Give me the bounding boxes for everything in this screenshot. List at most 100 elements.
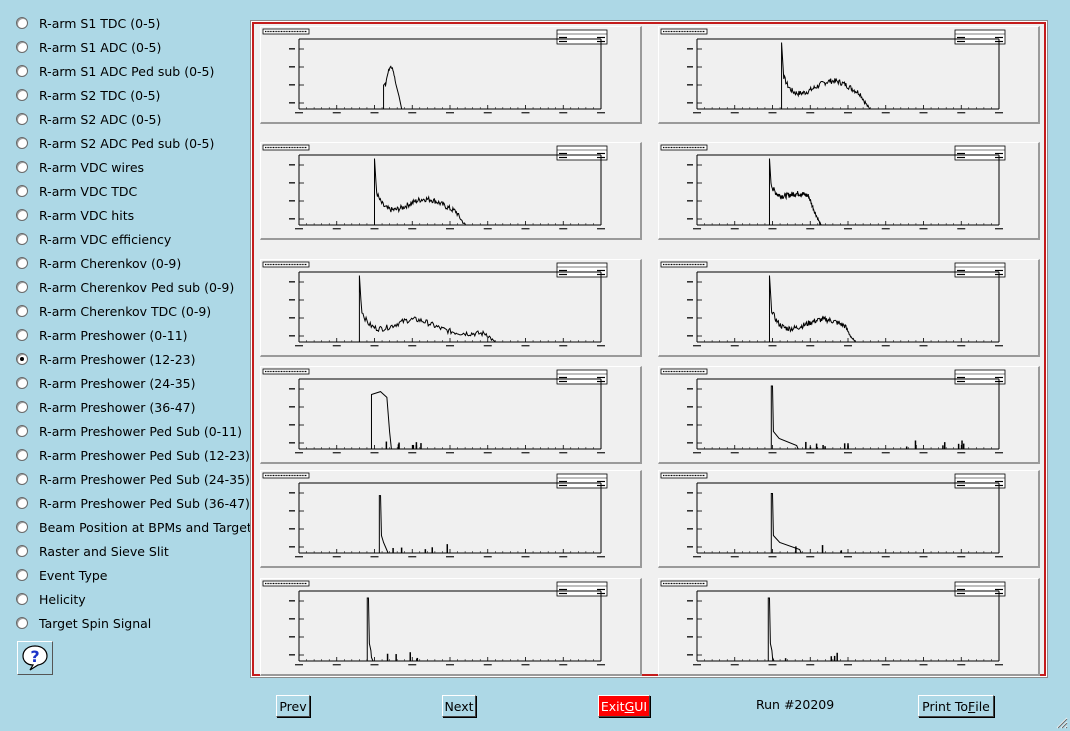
next-button[interactable]: Next: [442, 695, 476, 717]
radio-option[interactable]: Raster and Sieve Slit: [16, 540, 169, 562]
radio-option[interactable]: R-arm S2 TDC (0-5): [16, 84, 160, 106]
histogram-plot: [262, 261, 608, 347]
exit-gui-button[interactable]: Exit G UI: [598, 695, 650, 717]
histogram-pad[interactable]: [260, 470, 642, 568]
radio-button[interactable]: [16, 41, 28, 53]
radio-option[interactable]: R-arm S2 ADC (0-5): [16, 108, 161, 130]
radio-button[interactable]: [16, 137, 28, 149]
radio-button[interactable]: [16, 305, 28, 317]
radio-button[interactable]: [16, 209, 28, 221]
radio-option[interactable]: R-arm Preshower Ped Sub (24-35): [16, 468, 250, 490]
x-tick-label: [370, 112, 379, 114]
x-tick-label: [919, 112, 928, 114]
radio-option[interactable]: R-arm Preshower Ped Sub (0-11): [16, 420, 242, 442]
run-number-label: Run #20209: [756, 697, 835, 712]
x-tick-label: [332, 228, 341, 230]
radio-option[interactable]: R-arm VDC hits: [16, 204, 134, 226]
histogram-pad[interactable]: [658, 470, 1040, 568]
radio-option[interactable]: R-arm VDC TDC: [16, 180, 137, 202]
histogram-pad[interactable]: [658, 26, 1040, 124]
histogram-pad[interactable]: [658, 259, 1040, 357]
x-tick-label: [919, 664, 928, 666]
radio-option[interactable]: R-arm Cherenkov TDC (0-9): [16, 300, 211, 322]
x-tick-label: [597, 112, 605, 114]
histogram-pad[interactable]: [658, 366, 1040, 464]
prev-button[interactable]: Prev: [276, 695, 310, 717]
stats-box: [556, 581, 608, 597]
radio-option[interactable]: R-arm S1 ADC (0-5): [16, 36, 161, 58]
radio-button[interactable]: [16, 401, 28, 413]
radio-button[interactable]: [16, 425, 28, 437]
radio-option[interactable]: R-arm Cherenkov Ped sub (0-9): [16, 276, 234, 298]
x-tick-label: [408, 452, 417, 454]
histogram-pad[interactable]: [260, 578, 642, 676]
radio-option[interactable]: R-arm S2 ADC Ped sub (0-5): [16, 132, 214, 154]
radio-button[interactable]: [16, 521, 28, 533]
radio-button[interactable]: [16, 185, 28, 197]
radio-button[interactable]: [16, 233, 28, 245]
resize-grip-icon[interactable]: [1054, 715, 1068, 729]
x-tick-label: [881, 452, 890, 454]
radio-option[interactable]: R-arm Preshower (36-47): [16, 396, 195, 418]
y-tick-label: [687, 510, 693, 512]
radio-button[interactable]: [16, 257, 28, 269]
radio-button[interactable]: [16, 377, 28, 389]
y-tick-label: [289, 281, 295, 283]
radio-option[interactable]: R-arm Preshower (0-11): [16, 324, 188, 346]
histogram-pad[interactable]: [260, 26, 642, 124]
y-tick-label: [687, 492, 693, 494]
radio-button[interactable]: [16, 569, 28, 581]
x-tick-label: [768, 228, 777, 230]
y-tick-label: [687, 618, 693, 620]
radio-button[interactable]: [16, 353, 28, 365]
radio-button[interactable]: [16, 65, 28, 77]
radio-button[interactable]: [16, 545, 28, 557]
histogram-pad[interactable]: [260, 259, 642, 357]
help-button[interactable]: ?: [17, 641, 53, 675]
radio-option[interactable]: Target Spin Signal: [16, 612, 151, 634]
radio-button[interactable]: [16, 89, 28, 101]
histogram-pad[interactable]: [260, 142, 642, 240]
radio-option[interactable]: Beam Position at BPMs and Target: [16, 516, 252, 538]
x-tick-label: [370, 664, 379, 666]
radio-option[interactable]: R-arm Preshower Ped Sub (36-47): [16, 492, 250, 514]
x-tick-label: [559, 345, 568, 347]
radio-button[interactable]: [16, 593, 28, 605]
y-tick-label: [289, 102, 295, 104]
radio-option[interactable]: R-arm S1 TDC (0-5): [16, 12, 160, 34]
y-tick-label: [687, 84, 693, 86]
histogram-plot: [262, 144, 608, 230]
radio-button[interactable]: [16, 449, 28, 461]
radio-option[interactable]: R-arm Preshower (24-35): [16, 372, 195, 394]
radio-option[interactable]: R-arm Preshower Ped Sub (12-23): [16, 444, 250, 466]
histogram-plot: [660, 368, 1006, 454]
histogram-plot: [660, 144, 1006, 230]
radio-button[interactable]: [16, 161, 28, 173]
histogram-pad[interactable]: [658, 142, 1040, 240]
histogram-pad[interactable]: [658, 578, 1040, 676]
radio-option[interactable]: R-arm Preshower (12-23): [16, 348, 195, 370]
x-tick-label: [844, 664, 852, 666]
histogram-pad[interactable]: [260, 366, 642, 464]
x-tick-label: [332, 112, 341, 114]
x-tick-label: [957, 556, 966, 558]
radio-button[interactable]: [16, 113, 28, 125]
radio-option[interactable]: R-arm VDC wires: [16, 156, 144, 178]
x-tick-label: [446, 556, 454, 558]
radio-label: Target Spin Signal: [39, 615, 152, 631]
x-tick-label: [768, 112, 777, 114]
x-tick-label: [521, 345, 530, 347]
radio-button[interactable]: [16, 497, 28, 509]
radio-button[interactable]: [16, 329, 28, 341]
radio-button[interactable]: [16, 281, 28, 293]
radio-button[interactable]: [16, 473, 28, 485]
radio-option[interactable]: Helicity: [16, 588, 86, 610]
radio-button[interactable]: [16, 17, 28, 29]
histogram-trace: [378, 495, 389, 554]
radio-button[interactable]: [16, 617, 28, 629]
radio-option[interactable]: R-arm S1 ADC Ped sub (0-5): [16, 60, 214, 82]
radio-option[interactable]: R-arm VDC efficiency: [16, 228, 171, 250]
radio-option[interactable]: Event Type: [16, 564, 108, 586]
radio-option[interactable]: R-arm Cherenkov (0-9): [16, 252, 181, 274]
